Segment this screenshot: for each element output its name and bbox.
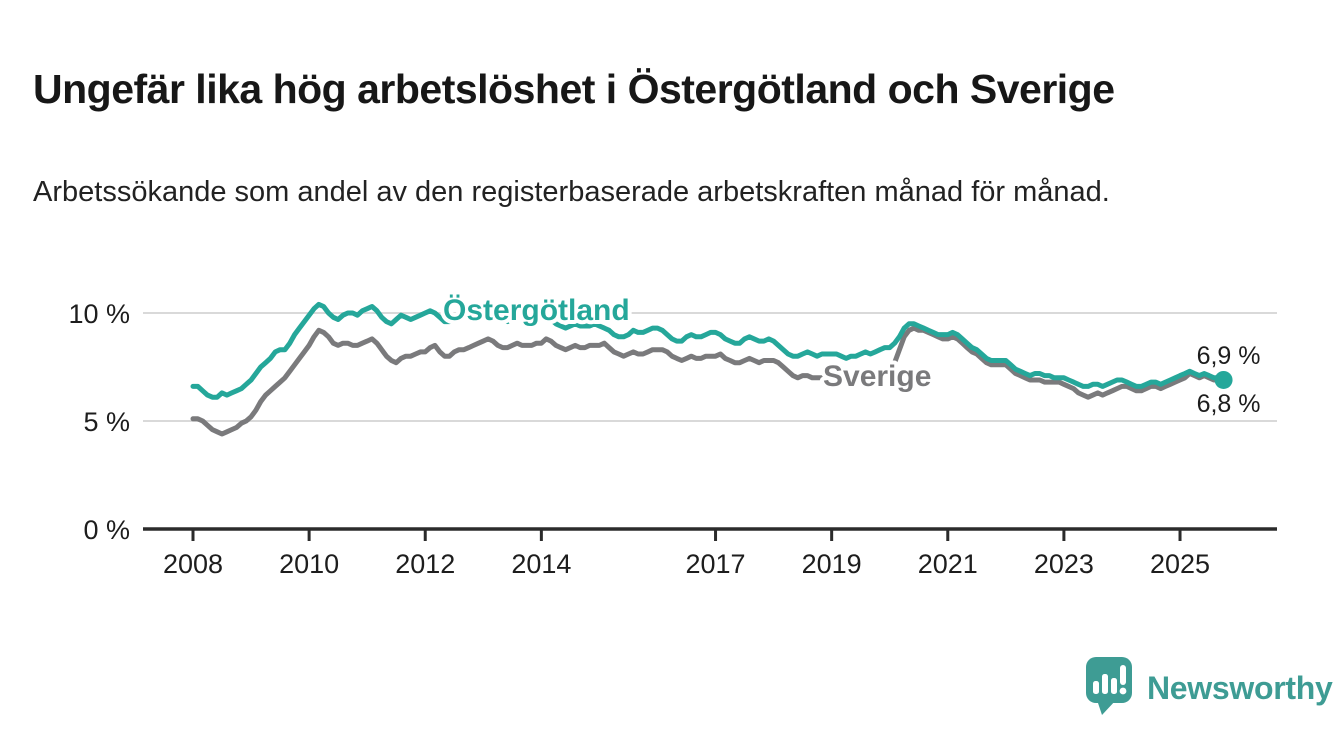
x-tick-label: 2014: [511, 549, 571, 579]
x-tick-label: 2010: [279, 549, 339, 579]
end-value-label-ostergotland: 6,9 %: [1197, 342, 1261, 370]
series-label-sverige: Sverige: [823, 360, 931, 393]
newsworthy-logo: Newsworthy: [1085, 656, 1333, 721]
end-value-label-sverige: 6,8 %: [1197, 390, 1261, 418]
chart-subtitle: Arbetssökande som andel av den registerb…: [33, 176, 1110, 208]
x-tick-label: 2008: [163, 549, 223, 579]
newsworthy-logo-text: Newsworthy: [1147, 670, 1333, 706]
newsworthy-logo-icon: [1085, 656, 1135, 721]
series-label-östergötland: Östergötland: [443, 294, 630, 327]
x-tick-label: 2019: [802, 549, 862, 579]
series-line-östergötland: [190, 301, 1227, 400]
series-line-sverige: [190, 325, 1227, 437]
x-tick-label: 2025: [1150, 549, 1210, 579]
x-tick-label: 2023: [1034, 549, 1094, 579]
y-tick-label: 5 %: [83, 407, 130, 437]
y-tick-label: 0 %: [83, 515, 130, 545]
x-tick-label: 2012: [395, 549, 455, 579]
x-tick-label: 2021: [918, 549, 978, 579]
y-tick-label: 10 %: [68, 299, 130, 329]
page-title: Ungefär lika hög arbetslöshet i Östergöt…: [33, 66, 1115, 113]
x-tick-label: 2017: [686, 549, 746, 579]
series-end-dot: [1214, 370, 1233, 389]
